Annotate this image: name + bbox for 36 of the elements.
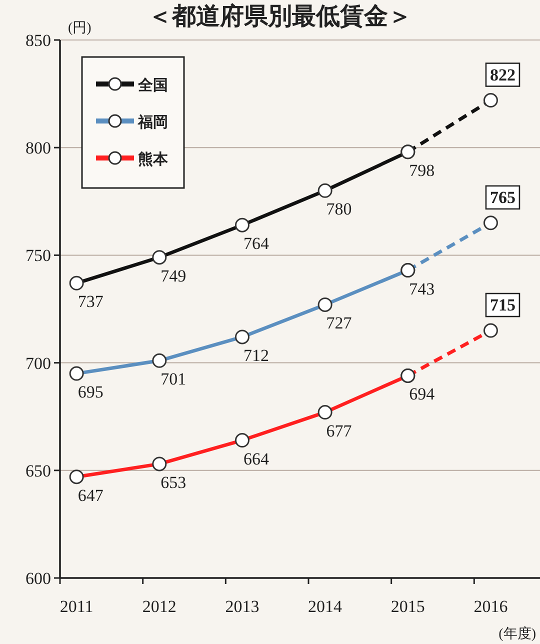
data-label: 664: [243, 449, 270, 468]
y-tick-label: 700: [26, 354, 51, 373]
data-label: 694: [409, 384, 436, 404]
x-tick-label: 2015: [390, 597, 425, 616]
legend-label: 福岡: [137, 114, 168, 131]
data-label: 749: [160, 266, 186, 286]
data-label: 764: [243, 234, 270, 254]
data-label: 727: [326, 314, 352, 333]
y-tick-label: 750: [26, 246, 51, 266]
data-label: 737: [78, 292, 104, 312]
legend-label: 全国: [137, 77, 168, 94]
data-label: 743: [409, 279, 435, 298]
y-tick-label: 650: [26, 461, 51, 480]
data-label: 677: [326, 421, 352, 440]
x-tick-label: 2012: [142, 597, 176, 616]
data-label: 695: [78, 382, 104, 402]
y-tick-label: 850: [26, 31, 51, 50]
x-tick-label: 2014: [308, 597, 343, 616]
x-axis-title: (年度): [498, 626, 536, 642]
data-label: 653: [160, 472, 186, 492]
data-label: 712: [243, 346, 269, 365]
data-label: 765: [490, 188, 516, 207]
y-tick-label: 600: [26, 569, 51, 588]
data-label: 780: [326, 200, 352, 219]
x-tick-label: 2011: [60, 597, 94, 616]
legend-label: 熊本: [138, 151, 169, 168]
y-tick-label: 800: [26, 138, 51, 158]
x-tick-label: 2016: [474, 597, 508, 616]
data-label: 715: [490, 296, 516, 315]
data-label: 798: [409, 160, 435, 180]
chart-title: ＜都道府県別最低賃金＞: [148, 3, 412, 30]
data-label: 647: [78, 486, 104, 505]
x-tick-label: 2013: [225, 597, 260, 616]
y-axis-title: (円): [68, 21, 92, 36]
data-label: 822: [490, 65, 516, 84]
data-label: 701: [160, 370, 186, 389]
